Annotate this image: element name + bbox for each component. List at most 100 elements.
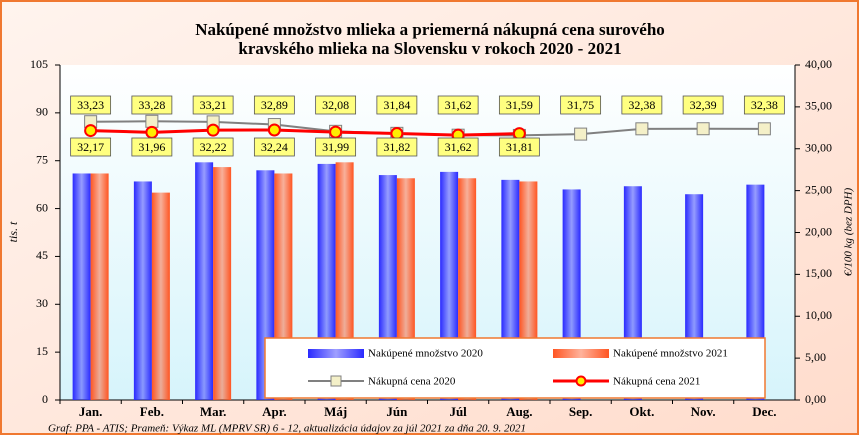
x-tick-label: Máj: [324, 404, 347, 419]
value-label-box: [131, 95, 173, 115]
y-tick-label: 105: [30, 57, 48, 71]
marker: [84, 124, 98, 138]
y-axis-label: tis. t: [6, 221, 20, 242]
value-label: 32,17: [77, 140, 104, 154]
marker: [329, 125, 343, 139]
value-label-box: [131, 137, 173, 157]
value-label: 31,75: [567, 98, 594, 112]
value-label: 32,38: [628, 98, 655, 112]
legend-marker: [575, 375, 587, 387]
bar: [133, 181, 152, 400]
value-label: 32,08: [322, 98, 349, 112]
x-tick-label: Dec.: [752, 404, 776, 419]
y2-tick-label: 15,00: [805, 266, 832, 280]
bar: [195, 162, 214, 400]
value-label-box: [498, 137, 540, 157]
value-label-box: [621, 95, 663, 115]
chart-title: kravského mlieka na Slovensku v rokoch 2…: [238, 39, 621, 58]
marker: [206, 123, 220, 137]
marker: [145, 114, 159, 128]
value-label: 31,82: [383, 140, 410, 154]
bar: [72, 173, 91, 400]
y2-tick-label: 30,00: [805, 141, 832, 155]
x-tick-label: Jún: [386, 404, 408, 419]
x-tick-label: Sep.: [569, 404, 592, 419]
value-label-box: [437, 137, 479, 157]
value-label: 31,62: [445, 140, 472, 154]
value-label-box: [192, 137, 234, 157]
value-label-box: [192, 95, 234, 115]
marker: [267, 123, 281, 137]
x-tick-label: Jan.: [79, 404, 102, 419]
value-label-box: [560, 95, 602, 115]
x-tick-label: Aug.: [506, 404, 532, 419]
value-label-box: [682, 95, 724, 115]
y-tick-label: 30: [36, 296, 48, 310]
value-label: 31,81: [506, 140, 533, 154]
value-label-box: [376, 137, 418, 157]
y-tick-label: 90: [36, 105, 48, 119]
y2-tick-label: 35,00: [805, 99, 832, 113]
value-label-box: [253, 137, 295, 157]
y-tick-label: 60: [36, 200, 48, 214]
x-tick-label: Nov.: [691, 404, 716, 419]
y2-tick-label: 10,00: [805, 308, 832, 322]
y-tick-label: 15: [36, 344, 48, 358]
legend-label: Nakúpené množstvo 2020: [368, 348, 483, 360]
legend-swatch: [308, 349, 364, 358]
x-tick-label: Mar.: [200, 404, 227, 419]
value-label-box: [743, 95, 785, 115]
chart-title: Nakúpené množstvo mlieka a priemerná nák…: [195, 20, 665, 39]
y2-tick-label: 0,00: [805, 392, 826, 406]
y2-tick-label: 25,00: [805, 182, 832, 196]
value-label: 33,23: [77, 98, 104, 112]
value-label: 31,96: [138, 140, 165, 154]
value-label: 31,84: [383, 98, 410, 112]
value-label: 31,62: [445, 98, 472, 112]
bar: [151, 192, 170, 400]
marker: [390, 127, 404, 141]
x-tick-label: Okt.: [629, 404, 654, 419]
value-label-box: [437, 95, 479, 115]
bar: [213, 167, 232, 400]
y-tick-label: 45: [36, 248, 48, 262]
marker: [757, 122, 771, 136]
value-label-box: [253, 95, 295, 115]
value-label: 32,24: [261, 140, 288, 154]
value-label: 32,89: [261, 98, 288, 112]
note: Graf: PPA - ATIS; Prameň: Výkaz ML (MPRV…: [48, 423, 526, 435]
marker: [696, 122, 710, 136]
value-label: 33,28: [138, 98, 165, 112]
marker: [145, 125, 159, 139]
value-label-box: [498, 95, 540, 115]
marker: [574, 127, 588, 141]
x-tick-label: Júl: [449, 404, 467, 419]
legend-label: Nakúpené množstvo 2021: [613, 348, 728, 360]
value-label: 31,59: [506, 98, 533, 112]
marker: [512, 127, 526, 141]
value-label-box: [70, 137, 112, 157]
value-label: 33,21: [200, 98, 227, 112]
value-label-box: [315, 95, 357, 115]
legend-marker: [330, 375, 342, 387]
value-label-box: [70, 95, 112, 115]
legend-label: Nákupná cena 2021: [613, 376, 700, 388]
y2-axis-label: €/100 kg (bez DPH): [843, 188, 855, 277]
value-label-box: [315, 137, 357, 157]
y2-tick-label: 5,00: [805, 350, 826, 364]
y2-tick-label: 20,00: [805, 224, 832, 238]
legend: [264, 337, 766, 399]
value-label: 32,38: [751, 98, 778, 112]
y2-tick-label: 40,00: [805, 57, 832, 71]
y-tick-label: 75: [36, 152, 48, 166]
y-tick-label: 0: [42, 392, 48, 406]
value-label: 32,22: [200, 140, 227, 154]
value-label: 31,99: [322, 140, 349, 154]
line: [90, 128, 520, 137]
x-tick-label: Feb.: [140, 404, 164, 419]
value-label-box: [376, 95, 418, 115]
marker: [635, 122, 649, 136]
legend-label: Nákupná cena 2020: [368, 376, 456, 388]
